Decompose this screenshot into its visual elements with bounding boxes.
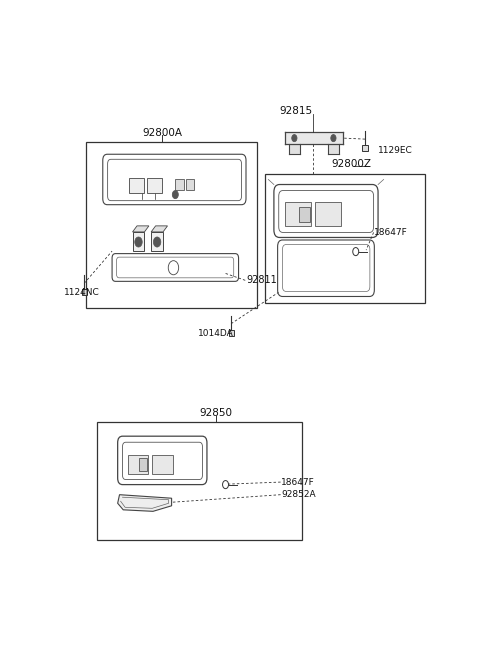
Polygon shape [132, 226, 149, 232]
FancyBboxPatch shape [282, 244, 370, 291]
Bar [128, 455, 148, 474]
Circle shape [331, 134, 336, 141]
Text: 92811: 92811 [246, 275, 277, 286]
FancyBboxPatch shape [274, 185, 378, 238]
Bar [147, 178, 162, 193]
FancyBboxPatch shape [108, 159, 241, 200]
Text: 92815: 92815 [280, 106, 313, 117]
FancyBboxPatch shape [117, 257, 234, 278]
Text: 92800A: 92800A [142, 128, 182, 138]
FancyBboxPatch shape [277, 240, 374, 297]
FancyBboxPatch shape [118, 436, 207, 485]
Polygon shape [151, 226, 168, 232]
Bar [362, 145, 368, 151]
Text: 92852A: 92852A [281, 490, 316, 499]
Bar [285, 132, 343, 144]
Bar [152, 455, 173, 474]
Text: 18647F: 18647F [374, 228, 408, 237]
Circle shape [135, 237, 142, 247]
Text: 92800Z: 92800Z [332, 159, 372, 170]
Bar [328, 144, 339, 155]
Bar [86, 141, 257, 308]
Bar [139, 458, 147, 471]
FancyBboxPatch shape [112, 253, 239, 282]
Bar [186, 179, 194, 189]
Text: 1124NC: 1124NC [64, 288, 99, 297]
Circle shape [154, 237, 161, 247]
Polygon shape [118, 495, 172, 512]
Bar [175, 179, 183, 189]
Bar [82, 290, 87, 295]
Text: 1014DA: 1014DA [198, 329, 234, 338]
Bar [285, 202, 311, 226]
FancyBboxPatch shape [103, 155, 246, 204]
Bar [315, 202, 341, 226]
Bar [264, 174, 424, 303]
Text: 1129EC: 1129EC [378, 146, 413, 155]
Bar [132, 232, 144, 251]
Bar [289, 144, 300, 155]
Circle shape [292, 134, 297, 141]
Circle shape [172, 191, 178, 198]
Text: 18647F: 18647F [281, 477, 315, 487]
Bar [299, 207, 310, 222]
Bar [151, 232, 163, 251]
Text: 92850: 92850 [200, 408, 233, 418]
FancyBboxPatch shape [279, 191, 373, 233]
FancyBboxPatch shape [122, 442, 203, 479]
Bar [129, 178, 144, 193]
Bar [97, 422, 302, 540]
Bar [228, 329, 234, 336]
